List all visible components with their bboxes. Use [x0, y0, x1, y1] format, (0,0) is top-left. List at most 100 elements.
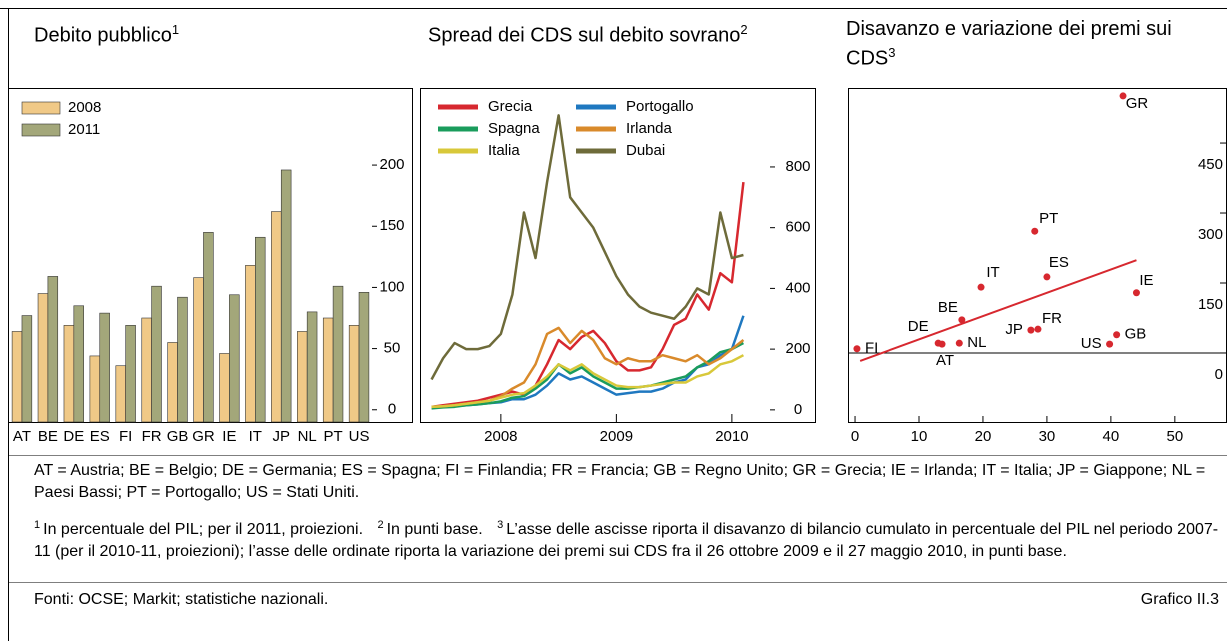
x-tick-label: ES: [90, 428, 110, 445]
bar: [358, 292, 370, 423]
legend-label: Irlanda: [626, 120, 673, 137]
bar: [306, 311, 318, 423]
x-tick-label: 0: [851, 428, 859, 445]
point: [1132, 289, 1140, 297]
bar: [47, 276, 59, 423]
point: [1106, 340, 1114, 348]
x-tick-label: FI: [119, 428, 132, 445]
x-tick-label: 2010: [715, 428, 748, 445]
point: [853, 345, 861, 353]
abbreviations: AT = Austria; BE = Belgio; DE = Germania…: [34, 462, 1206, 501]
y-tick-label: 200: [379, 156, 404, 173]
note-text: In punti base.: [386, 521, 483, 539]
bar: [203, 232, 214, 423]
bar: [167, 342, 178, 423]
point-label: GB: [1125, 326, 1147, 343]
point: [1113, 331, 1121, 339]
bar: [193, 277, 204, 423]
point: [1027, 326, 1035, 334]
x-tick-label: 2009: [600, 428, 633, 445]
line: [431, 341, 745, 410]
y-tick-label: 0: [388, 401, 396, 418]
point-label: DE: [908, 318, 929, 335]
y-tick-label: 0: [1215, 366, 1223, 383]
note-mark: 3: [497, 519, 504, 531]
x-tick-label: DE: [63, 428, 84, 445]
note-mark: 2: [377, 519, 384, 531]
panel-title: Disavanzo e variazione dei premi sui CDS…: [846, 18, 1224, 71]
x-tick-label: 20: [975, 428, 992, 445]
title-note: 3: [888, 45, 896, 60]
y-tick-label: 600: [785, 219, 810, 236]
notes: 1 In percentuale del PIL; per il 2011, pr…: [34, 514, 1224, 563]
point: [1043, 273, 1051, 281]
x-tick-label: 2008: [484, 428, 517, 445]
y-tick-label: 50: [384, 340, 401, 357]
point-label: JP: [1005, 321, 1023, 338]
bar: [322, 317, 334, 423]
x-tick-label: US: [349, 428, 370, 445]
x-tick-label: JP: [272, 428, 290, 445]
bar: [115, 365, 126, 423]
legend-swatch: [21, 101, 61, 115]
point-label: FR: [1042, 310, 1062, 327]
y-tick-label: 0: [794, 401, 802, 418]
bar: [271, 211, 282, 423]
point-label: IT: [986, 264, 999, 281]
bar: [99, 312, 110, 423]
legend-label: Dubai: [626, 142, 665, 159]
point-label: BE: [938, 299, 958, 316]
x-tick-label: IT: [249, 428, 262, 445]
point-label: US: [1081, 335, 1102, 352]
bar: [229, 294, 240, 423]
bar: [255, 236, 266, 423]
panel-title: Spread dei CDS sul debito sovrano2: [428, 18, 758, 48]
bar: [141, 317, 152, 423]
y-tick-label: 150: [1198, 296, 1223, 313]
legend-swatch: [21, 123, 61, 137]
point: [977, 283, 985, 291]
x-tick-label: IE: [222, 428, 236, 445]
line: [431, 315, 745, 409]
legend-label: 2008: [68, 99, 101, 116]
x-tick-label: NL: [298, 428, 317, 445]
figure-label: Grafico II.3: [1140, 591, 1219, 608]
legend-label: Spagna: [488, 120, 540, 137]
x-tick-label: GB: [167, 428, 189, 445]
legend-label: Portogallo: [626, 98, 694, 115]
bar: [151, 285, 162, 423]
bar: [63, 325, 75, 423]
bar: [245, 265, 256, 423]
point: [938, 340, 946, 348]
point-label: NL: [967, 334, 986, 351]
bar: [11, 331, 23, 423]
fit-line: [859, 259, 1137, 362]
note-mark: 1: [34, 519, 41, 531]
plot-frame: [848, 88, 1227, 423]
panel-title: Debito pubblico1: [34, 18, 394, 48]
point: [958, 316, 966, 324]
point: [1119, 92, 1127, 100]
point-label: IE: [1139, 272, 1153, 289]
note-text: In percentuale del PIL; per il 2011, pro…: [43, 521, 364, 539]
legend-label: Italia: [488, 142, 520, 159]
bar: [89, 355, 101, 423]
y-tick-label: 150: [379, 217, 404, 234]
x-tick-label: AT: [13, 428, 31, 445]
point: [1031, 227, 1039, 235]
title: Disavanzo e variazione dei premi sui CDS: [846, 18, 1172, 70]
y-tick-label: 400: [785, 279, 810, 296]
x-tick-label: 30: [1039, 428, 1056, 445]
bar: [297, 331, 308, 423]
x-tick-label: GR: [192, 428, 215, 445]
y-tick-label: 100: [379, 278, 404, 295]
y-tick-label: 800: [785, 158, 810, 175]
title: Debito pubblico: [34, 24, 172, 47]
line: [430, 114, 744, 381]
point-label: PT: [1039, 210, 1058, 227]
source: Fonti: OCSE; Markit; statistiche naziona…: [34, 591, 329, 608]
x-tick-label: 10: [911, 428, 928, 445]
x-tick-label: PT: [324, 428, 343, 445]
